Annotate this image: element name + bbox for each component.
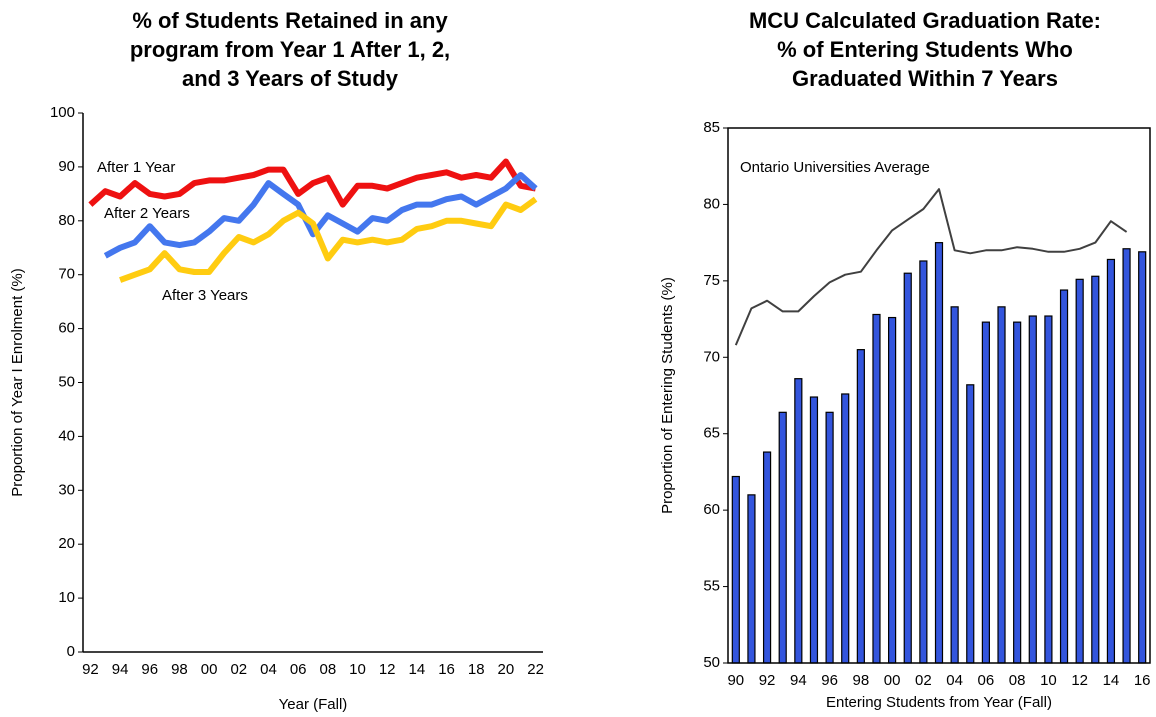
y-tick-label: 20 <box>58 535 75 552</box>
x-tick-label: 98 <box>853 672 870 689</box>
bar <box>888 316 897 664</box>
y-tick-label: 60 <box>58 320 75 337</box>
bar <box>903 272 912 664</box>
bar <box>1106 258 1116 664</box>
bar <box>1075 278 1084 664</box>
bar <box>1044 315 1053 664</box>
x-tick-label: 12 <box>379 661 396 678</box>
y-tick-label: 55 <box>703 578 720 595</box>
bar <box>1091 275 1100 664</box>
y-tick-label: 10 <box>58 589 75 606</box>
bar <box>1059 289 1069 664</box>
x-tick-label: 96 <box>821 672 838 689</box>
y-tick-label: 75 <box>703 272 720 289</box>
chart-title: program from Year 1 After 1, 2, <box>130 37 450 62</box>
bar <box>1138 251 1147 664</box>
chart-title: Graduated Within 7 Years <box>792 66 1058 91</box>
x-tick-label: 96 <box>141 661 158 678</box>
y-tick-label: 80 <box>58 212 75 229</box>
series-label: After 2 Years <box>104 205 190 222</box>
x-tick-label: 02 <box>230 661 247 678</box>
chart-title: MCU Calculated Graduation Rate: <box>749 8 1101 33</box>
y-axis-label: Proportion of Entering Students (%) <box>659 277 676 514</box>
x-tick-label: 12 <box>1071 672 1088 689</box>
bar <box>762 451 772 664</box>
x-tick-label: 02 <box>915 672 932 689</box>
y-tick-label: 70 <box>703 348 720 365</box>
x-tick-label: 16 <box>438 661 455 678</box>
x-tick-label: 94 <box>112 661 129 678</box>
x-tick-label: 04 <box>946 672 963 689</box>
y-tick-label: 50 <box>703 654 720 671</box>
x-tick-label: 94 <box>790 672 807 689</box>
x-tick-label: 00 <box>884 672 901 689</box>
bar <box>825 411 834 664</box>
x-tick-label: 18 <box>468 661 485 678</box>
chart-title: % of Entering Students Who <box>777 37 1073 62</box>
bar <box>950 306 959 664</box>
bar <box>809 396 819 664</box>
y-tick-label: 65 <box>703 425 720 442</box>
y-tick-label: 50 <box>58 373 75 390</box>
y-tick-label: 70 <box>58 266 75 283</box>
x-tick-label: 04 <box>260 661 277 678</box>
x-axis-label: Year (Fall) <box>279 696 348 713</box>
x-tick-label: 10 <box>349 661 366 678</box>
plot-frame <box>727 127 1151 664</box>
bar <box>778 411 787 664</box>
x-tick-label: 08 <box>319 661 336 678</box>
y-tick-label: 80 <box>703 195 720 212</box>
chart-title: % of Students Retained in any <box>132 8 448 33</box>
x-tick-label: 92 <box>759 672 776 689</box>
bar <box>872 313 881 664</box>
bar <box>997 306 1006 664</box>
bar <box>841 393 850 664</box>
series-label: After 1 Year <box>97 159 175 176</box>
x-tick-label: 90 <box>727 672 744 689</box>
x-tick-label: 14 <box>1103 672 1120 689</box>
y-tick-label: 0 <box>67 643 75 660</box>
bar <box>794 378 803 664</box>
x-tick-label: 98 <box>171 661 188 678</box>
x-tick-label: 06 <box>290 661 307 678</box>
bar <box>856 349 865 664</box>
x-axis-label: Entering Students from Year (Fall) <box>826 694 1052 711</box>
chart-title: and 3 Years of Study <box>182 66 399 91</box>
series-label: After 3 Years <box>162 287 248 304</box>
x-tick-label: 00 <box>201 661 218 678</box>
y-tick-label: 100 <box>50 104 75 121</box>
x-tick-label: 16 <box>1134 672 1151 689</box>
y-tick-label: 40 <box>58 427 75 444</box>
x-tick-label: 20 <box>498 661 515 678</box>
bar <box>731 475 740 664</box>
x-tick-label: 22 <box>527 661 544 678</box>
x-tick-label: 92 <box>82 661 99 678</box>
bar <box>934 242 944 664</box>
x-tick-label: 08 <box>1009 672 1026 689</box>
x-tick-label: 06 <box>978 672 995 689</box>
line-series <box>734 188 1128 346</box>
line-series <box>103 172 538 259</box>
y-tick-label: 60 <box>703 501 720 518</box>
line-series <box>119 196 538 283</box>
line-series <box>88 158 537 208</box>
x-tick-label: 10 <box>1040 672 1057 689</box>
y-axis-label: Proportion of Year I Enrolment (%) <box>9 268 26 496</box>
x-tick-label: 14 <box>409 661 426 678</box>
bar <box>747 494 756 664</box>
series-label: Ontario Universities Average <box>740 159 930 176</box>
y-tick-label: 30 <box>58 481 75 498</box>
y-tick-label: 85 <box>703 119 720 136</box>
bar <box>1122 248 1131 664</box>
bar <box>919 260 928 664</box>
bar <box>1013 321 1022 664</box>
bar <box>966 384 975 664</box>
y-tick-label: 90 <box>58 158 75 175</box>
bar <box>1028 315 1037 664</box>
bar <box>981 321 990 664</box>
